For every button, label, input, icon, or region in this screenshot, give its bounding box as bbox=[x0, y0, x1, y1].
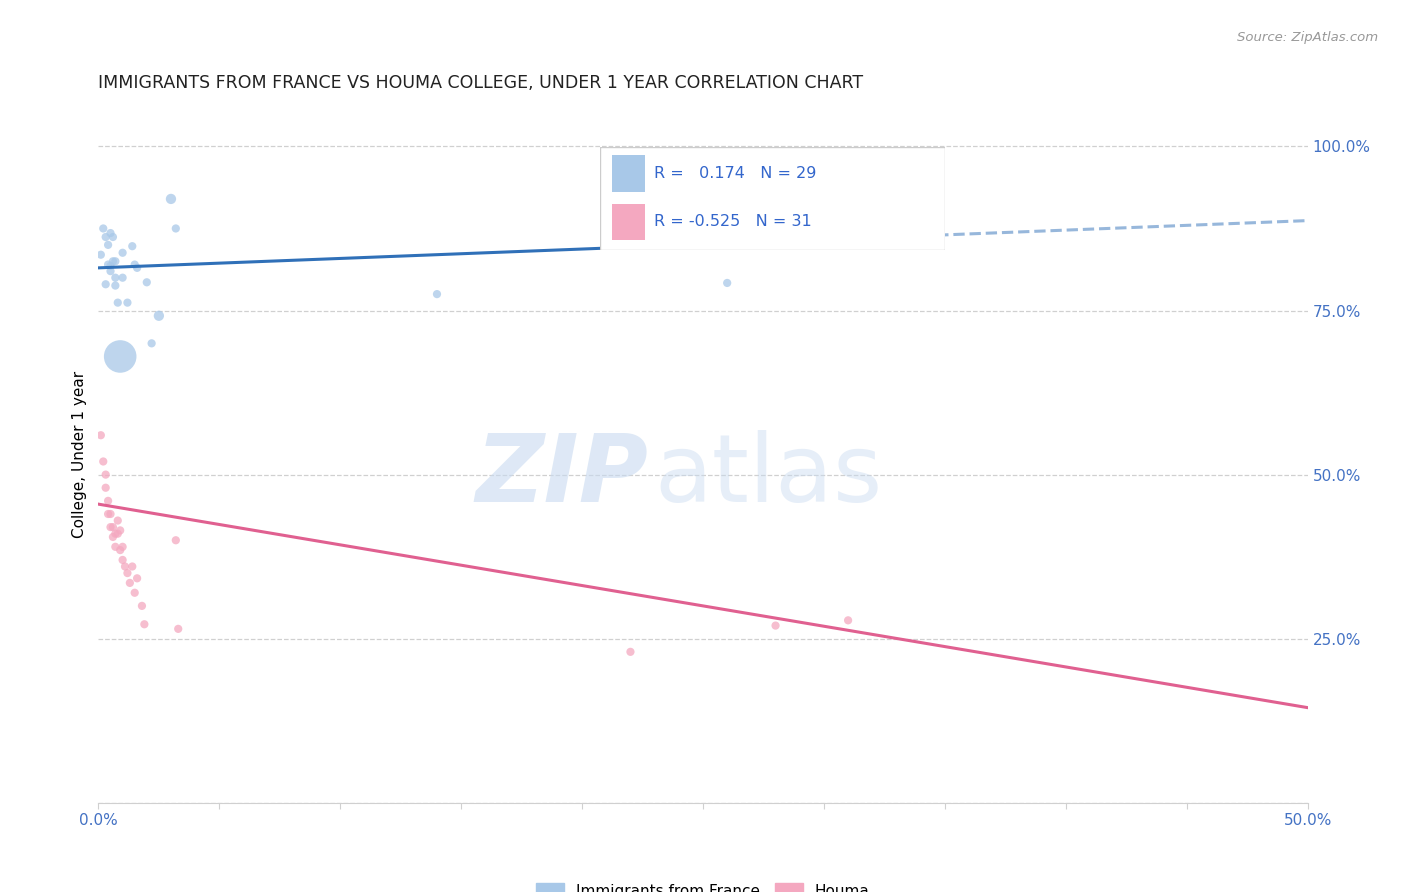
Point bbox=[160, 192, 183, 206]
Point bbox=[104, 278, 127, 293]
Point bbox=[114, 559, 136, 574]
Text: atlas: atlas bbox=[655, 430, 883, 522]
Point bbox=[134, 617, 156, 632]
Legend: Immigrants from France, Houma: Immigrants from France, Houma bbox=[530, 877, 876, 892]
Point bbox=[91, 454, 114, 468]
Point bbox=[94, 467, 117, 482]
Point bbox=[716, 276, 738, 290]
Point bbox=[121, 559, 143, 574]
Point bbox=[101, 230, 124, 244]
Point bbox=[127, 260, 149, 275]
Point bbox=[97, 238, 120, 252]
Point bbox=[141, 336, 163, 351]
Y-axis label: College, Under 1 year: College, Under 1 year bbox=[72, 371, 87, 539]
Point bbox=[100, 259, 122, 273]
Point bbox=[124, 258, 146, 272]
Point bbox=[94, 230, 117, 244]
Point bbox=[97, 494, 120, 508]
Point bbox=[104, 526, 127, 541]
Point bbox=[165, 221, 187, 235]
Point bbox=[111, 553, 134, 567]
Point bbox=[765, 618, 787, 632]
Text: IMMIGRANTS FROM FRANCE VS HOUMA COLLEGE, UNDER 1 YEAR CORRELATION CHART: IMMIGRANTS FROM FRANCE VS HOUMA COLLEGE,… bbox=[98, 74, 863, 92]
Bar bbox=[612, 155, 645, 193]
Point bbox=[131, 599, 153, 613]
Point bbox=[94, 481, 117, 495]
Point bbox=[97, 258, 120, 272]
Point bbox=[107, 514, 129, 528]
Point bbox=[94, 277, 117, 292]
Point bbox=[107, 295, 129, 310]
Point bbox=[104, 254, 127, 268]
Text: ZIP: ZIP bbox=[475, 430, 648, 522]
Point bbox=[91, 221, 114, 235]
Point bbox=[135, 275, 157, 289]
Point bbox=[90, 428, 112, 442]
Point bbox=[97, 507, 120, 521]
Point bbox=[90, 248, 112, 262]
Point bbox=[117, 566, 139, 580]
Point bbox=[121, 239, 143, 253]
Text: R =   0.174   N = 29: R = 0.174 N = 29 bbox=[654, 166, 815, 181]
Point bbox=[619, 645, 641, 659]
Point bbox=[117, 295, 139, 310]
Bar bbox=[612, 203, 645, 241]
Point bbox=[108, 543, 131, 558]
Point bbox=[104, 270, 127, 285]
Point bbox=[148, 309, 170, 323]
Point bbox=[100, 520, 122, 534]
Point bbox=[111, 540, 134, 554]
Point bbox=[167, 622, 190, 636]
Point bbox=[165, 533, 187, 548]
Text: R = -0.525   N = 31: R = -0.525 N = 31 bbox=[654, 214, 811, 229]
Point bbox=[426, 287, 449, 301]
Point bbox=[124, 586, 146, 600]
Point bbox=[100, 264, 122, 278]
Point bbox=[101, 254, 124, 268]
Point bbox=[111, 270, 134, 285]
Point bbox=[111, 245, 134, 260]
Point bbox=[118, 575, 141, 590]
Point bbox=[108, 524, 131, 538]
Point bbox=[104, 540, 127, 554]
Text: Source: ZipAtlas.com: Source: ZipAtlas.com bbox=[1237, 31, 1378, 45]
Point bbox=[108, 350, 131, 364]
Point bbox=[107, 526, 129, 541]
Point bbox=[100, 507, 122, 521]
Point bbox=[100, 226, 122, 240]
Point bbox=[837, 613, 859, 627]
Point bbox=[101, 530, 124, 544]
Point bbox=[101, 520, 124, 534]
Point bbox=[127, 571, 149, 585]
FancyBboxPatch shape bbox=[600, 147, 945, 250]
